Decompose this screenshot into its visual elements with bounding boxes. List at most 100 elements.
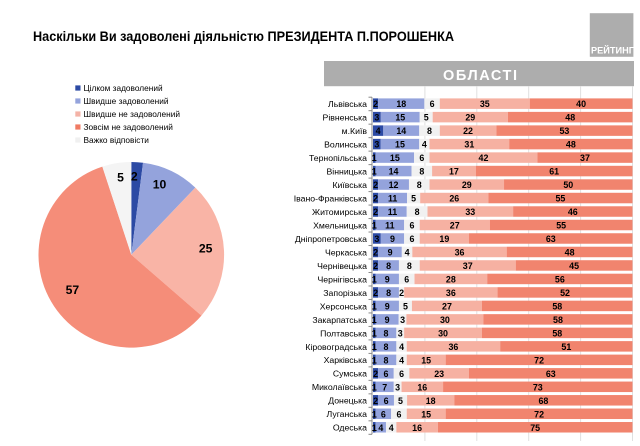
svg-text:м.Київ: м.Київ [342,126,368,136]
svg-text:Дніпропетровська: Дніпропетровська [295,234,367,244]
svg-text:15: 15 [421,355,431,365]
svg-text:6: 6 [409,221,414,231]
svg-text:8: 8 [427,126,432,136]
svg-text:27: 27 [450,221,460,231]
svg-text:Сумська: Сумська [333,369,367,379]
svg-text:6: 6 [419,153,424,163]
svg-text:25: 25 [199,242,213,256]
svg-text:63: 63 [546,369,556,379]
svg-text:52: 52 [560,288,570,298]
svg-text:8: 8 [386,288,391,298]
svg-text:15: 15 [395,140,405,150]
svg-text:2: 2 [399,288,404,298]
svg-text:6: 6 [384,369,389,379]
svg-text:3: 3 [398,328,403,338]
svg-text:46: 46 [568,207,578,217]
svg-text:4: 4 [399,355,404,365]
svg-text:7: 7 [382,382,387,392]
svg-text:Полтавська: Полтавська [320,328,367,338]
svg-text:55: 55 [555,194,565,204]
svg-text:4: 4 [399,342,404,352]
svg-text:Херсонська: Херсонська [320,301,367,311]
svg-text:Цілком задоволений: Цілком задоволений [84,83,163,93]
svg-text:Донецька: Донецька [328,396,367,406]
svg-text:5: 5 [424,113,429,123]
svg-text:2: 2 [373,99,378,109]
svg-text:2: 2 [373,396,378,406]
svg-text:4: 4 [376,126,381,136]
svg-text:8: 8 [419,167,424,177]
svg-text:37: 37 [463,261,473,271]
svg-text:1: 1 [372,167,377,177]
svg-text:31: 31 [464,140,474,150]
svg-text:Луганська: Луганська [327,409,368,419]
svg-text:30: 30 [440,315,450,325]
svg-text:8: 8 [386,261,391,271]
svg-text:ОБЛАСТІ: ОБЛАСТІ [443,68,517,84]
svg-text:15: 15 [421,409,431,419]
svg-text:1: 1 [372,342,377,352]
svg-text:Чернівецька: Чернівецька [317,261,367,271]
svg-text:15: 15 [390,153,400,163]
svg-text:11: 11 [388,207,397,217]
svg-text:6: 6 [399,369,404,379]
svg-text:8: 8 [384,342,389,352]
svg-text:48: 48 [565,247,575,257]
svg-text:15: 15 [395,113,405,123]
svg-text:2: 2 [373,369,378,379]
svg-text:Зовсім не задоволений: Зовсім не задоволений [84,122,174,132]
svg-text:36: 36 [455,247,465,257]
svg-text:9: 9 [390,234,395,244]
svg-text:61: 61 [549,167,559,177]
svg-text:16: 16 [417,382,427,392]
svg-text:42: 42 [479,153,489,163]
svg-text:Хмельницька: Хмельницька [313,220,367,230]
svg-text:5: 5 [117,171,124,185]
svg-text:72: 72 [534,355,544,365]
svg-text:58: 58 [552,301,562,311]
svg-text:8: 8 [384,355,389,365]
svg-text:45: 45 [569,261,579,271]
svg-text:72: 72 [534,409,544,419]
svg-text:1: 1 [372,355,377,365]
svg-text:РЕЙТИНГ: РЕЙТИНГ [591,45,635,56]
svg-text:14: 14 [389,167,399,177]
svg-text:4: 4 [378,423,383,433]
svg-text:Волинська: Волинська [324,139,367,149]
svg-text:51: 51 [561,342,571,352]
svg-text:4: 4 [405,247,410,257]
svg-text:3: 3 [374,234,379,244]
svg-text:63: 63 [546,234,556,244]
svg-text:4: 4 [389,423,394,433]
svg-text:1: 1 [372,423,377,433]
svg-text:8: 8 [417,180,422,190]
svg-text:29: 29 [465,113,475,123]
svg-text:2: 2 [373,261,378,271]
svg-text:Швидше задоволений: Швидше задоволений [84,96,169,106]
svg-text:Швидше не задоволений: Швидше не задоволений [84,109,181,119]
svg-text:6: 6 [384,396,389,406]
svg-text:8: 8 [407,261,412,271]
svg-text:40: 40 [576,99,586,109]
svg-text:27: 27 [442,301,452,311]
svg-text:Харківська: Харківська [324,355,368,365]
svg-text:17: 17 [449,167,459,177]
svg-text:35: 35 [480,99,490,109]
svg-text:9: 9 [385,274,390,284]
svg-text:36: 36 [449,342,459,352]
svg-text:12: 12 [389,180,399,190]
svg-text:2: 2 [373,180,378,190]
svg-text:28: 28 [446,274,456,284]
svg-text:48: 48 [566,140,576,150]
svg-text:2: 2 [131,170,138,184]
svg-text:48: 48 [565,113,575,123]
svg-text:75: 75 [530,423,540,433]
svg-text:Важко відповісти: Важко відповісти [84,135,150,145]
svg-text:1: 1 [372,382,377,392]
svg-text:1: 1 [372,301,377,311]
svg-text:Львівська: Львівська [328,99,367,109]
svg-text:4: 4 [422,140,427,150]
svg-text:5: 5 [411,194,416,204]
svg-text:23: 23 [434,369,444,379]
svg-text:5: 5 [403,301,408,311]
